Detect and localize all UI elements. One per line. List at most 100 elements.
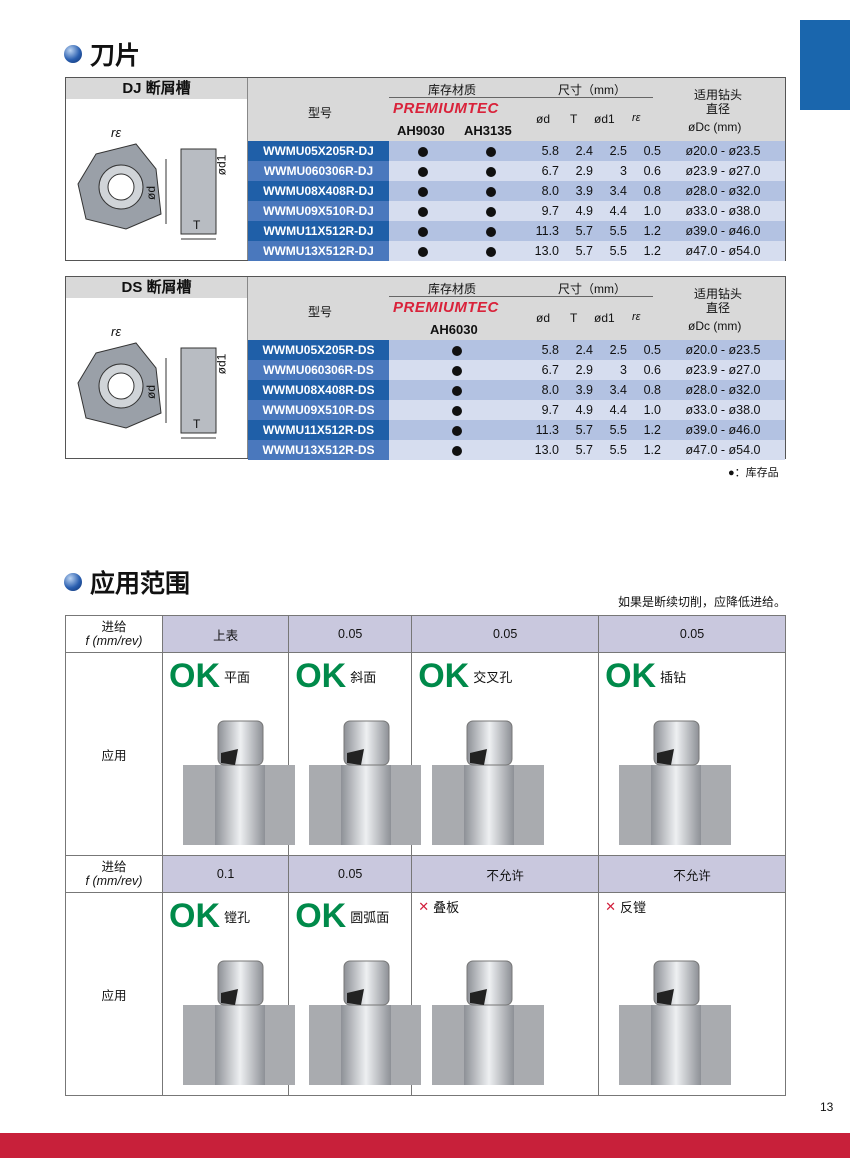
drill-diameter-cell: ø39.0 - ø46.0 <box>685 224 761 238</box>
re-cell: 1.0 <box>643 204 661 218</box>
ok-mark: OK <box>605 657 657 695</box>
model-cell: WWMU060306R-DS <box>248 360 389 380</box>
d1-cell: 5.5 <box>609 443 627 457</box>
dims-header: 尺寸（mm） <box>558 83 626 97</box>
bullet-icon <box>64 45 82 63</box>
machining-illustration <box>183 720 295 845</box>
col-d: ød <box>536 112 551 126</box>
table-rows: WWMU05X205R-DJ 5.8 2.4 2.5 0.5 ø20.0 - ø… <box>248 141 785 261</box>
feed-value: 0.05 <box>288 615 413 653</box>
machining-illustration <box>432 720 545 845</box>
drill-header: øDc (mm) <box>688 120 742 134</box>
premiumtec-logo: PREMIUMTEC <box>393 100 499 117</box>
application-cell: ✕ 叠板 <box>411 892 600 1096</box>
use-label: 应用 <box>65 652 163 856</box>
stock-header: 库存材质 <box>428 83 477 97</box>
stock-dot <box>486 246 496 257</box>
drill-header: 适用钻头 <box>694 88 743 102</box>
machining-illustration <box>432 960 545 1085</box>
t-cell: 5.7 <box>575 244 593 258</box>
dims-header: 尺寸（mm） <box>558 282 626 296</box>
footer-bar <box>0 1133 850 1158</box>
d-cell: 5.8 <box>541 343 559 357</box>
section-tab <box>800 20 850 110</box>
table-row: WWMU08X408R-DJ 8.0 3.9 3.4 0.8 ø28.0 - ø… <box>248 181 785 201</box>
section-title-application: 应用范围 <box>64 564 190 600</box>
drill-diameter-cell: ø33.0 - ø38.0 <box>685 204 761 218</box>
d-label: ød <box>144 384 159 400</box>
feed-value: 不允许 <box>598 855 786 893</box>
ok-mark: OK <box>169 897 220 935</box>
title-text: 应用范围 <box>90 570 191 598</box>
feed-value: 0.1 <box>161 855 290 893</box>
table-row: WWMU08X408R-DS 8.0 3.9 3.4 0.8 ø28.0 - ø… <box>248 380 785 400</box>
machining-illustration <box>619 960 732 1085</box>
col-d1: ød1 <box>594 311 615 325</box>
re-cell: 1.0 <box>643 403 661 417</box>
machining-illustration <box>183 960 295 1085</box>
stock-header: 库存材质 <box>428 282 477 296</box>
table-row: WWMU11X512R-DS 11.3 5.7 5.5 1.2 ø39.0 - … <box>248 420 785 440</box>
d1-cell: 3.4 <box>609 383 627 397</box>
application-name: 叠板 <box>433 900 460 915</box>
application-name: 镗孔 <box>224 910 251 925</box>
re-cell: 1.2 <box>643 244 661 258</box>
table-row: WWMU060306R-DJ 6.7 2.9 3 0.6 ø23.9 - ø27… <box>248 161 785 181</box>
table-row: WWMU11X512R-DJ 11.3 5.7 5.5 1.2 ø39.0 - … <box>248 221 785 241</box>
stock-dot <box>418 146 428 157</box>
machining-illustration <box>309 720 422 845</box>
machining-illustration <box>309 960 422 1085</box>
application-name: 反镗 <box>620 900 647 915</box>
stock-dot <box>486 206 496 217</box>
d-cell: 11.3 <box>535 423 559 437</box>
col-t: T <box>570 311 578 325</box>
use-label: 应用 <box>65 892 163 1096</box>
application-name: 圆弧面 <box>350 910 390 925</box>
col-d1: ød1 <box>594 112 615 126</box>
d-cell: 13.0 <box>534 443 559 457</box>
status: OK 交叉孔 <box>418 657 512 696</box>
insert-diagram <box>77 143 217 240</box>
table-row: WWMU05X205R-DS 5.8 2.4 2.5 0.5 ø20.0 - ø… <box>248 340 785 360</box>
t-label: T <box>193 417 201 431</box>
drill-header: øDc (mm) <box>688 319 742 333</box>
drill-header: 适用钻头 <box>694 287 743 301</box>
feed-value: 0.05 <box>598 615 786 653</box>
model-cell: WWMU11X512R-DS <box>248 420 389 440</box>
d-cell: 13.0 <box>534 244 559 258</box>
d1-cell: 5.5 <box>609 244 627 258</box>
grade-header: AH6030 <box>430 322 478 337</box>
ok-mark: OK <box>169 657 220 695</box>
drill-diameter-cell: ø39.0 - ø46.0 <box>685 423 761 437</box>
ng-x-icon: ✕ <box>418 898 430 914</box>
table-row: WWMU09X510R-DS 9.7 4.9 4.4 1.0 ø33.0 - ø… <box>248 400 785 420</box>
stock-dot <box>486 146 496 157</box>
t-cell: 5.7 <box>575 224 593 238</box>
d1-cell: 2.5 <box>609 144 627 158</box>
col-d: ød <box>536 311 551 325</box>
d1-cell: 5.5 <box>609 423 627 437</box>
feed-unit: f (mm/rev) <box>85 874 143 888</box>
grade-header: AH3135 <box>464 123 512 138</box>
application-cell: OK 斜面 <box>288 652 422 856</box>
page-number: 13 <box>820 1100 834 1114</box>
stock-legend: ●：库存品 <box>728 467 779 479</box>
table-row: WWMU13X512R-DJ 13.0 5.7 5.5 1.2 ø47.0 - … <box>248 241 785 261</box>
model-cell: WWMU05X205R-DJ <box>248 141 389 161</box>
t-cell: 2.9 <box>575 164 593 178</box>
stock-dot <box>486 166 496 177</box>
table-row: WWMU09X510R-DJ 9.7 4.9 4.4 1.0 ø33.0 - ø… <box>248 201 785 221</box>
drill-header: 直径 <box>706 301 731 315</box>
table-header: 型号 库存材质 尺寸（mm） PREMIUMTEC AH9030 AH3135 … <box>248 78 785 141</box>
t-cell: 4.9 <box>575 204 593 218</box>
groove-diagram-panel: DJ 断屑槽 rε ød ød1 T <box>66 78 248 260</box>
table-row: WWMU13X512R-DS 13.0 5.7 5.5 1.2 ø47.0 - … <box>248 440 785 460</box>
d1-cell: 3 <box>620 363 627 377</box>
feed-value: 0.05 <box>288 855 413 893</box>
model-cell: WWMU08X408R-DS <box>248 380 389 400</box>
table-row: WWMU05X205R-DJ 5.8 2.4 2.5 0.5 ø20.0 - ø… <box>248 141 785 161</box>
status: OK 平面 <box>169 657 250 696</box>
model-cell: WWMU09X510R-DJ <box>248 201 389 221</box>
t-cell: 4.9 <box>575 403 593 417</box>
application-cell: OK 镗孔 <box>161 892 295 1096</box>
